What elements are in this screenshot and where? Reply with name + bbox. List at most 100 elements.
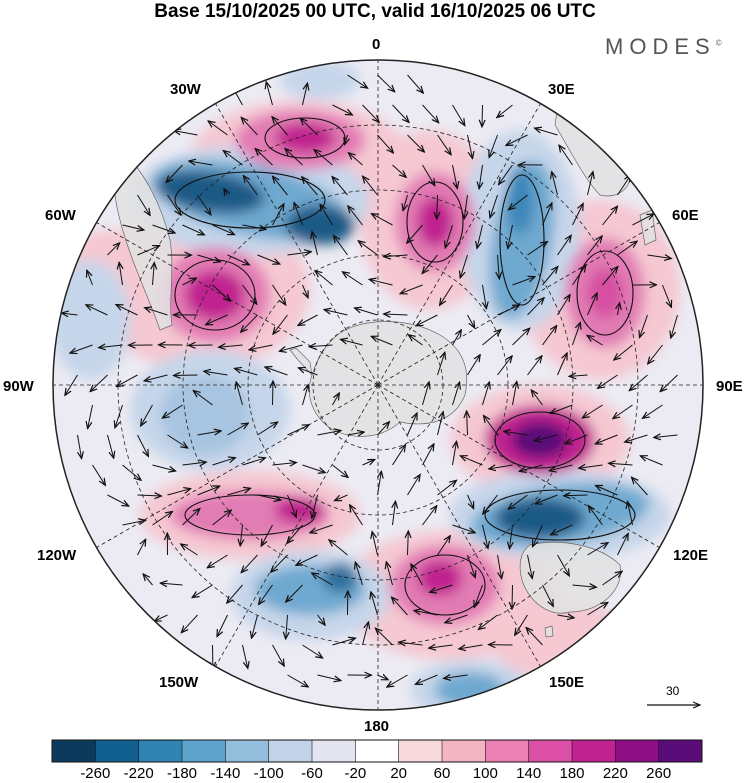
colorbar-swatch bbox=[442, 740, 486, 762]
wind-arrow bbox=[193, 391, 213, 406]
wind-arrow bbox=[166, 164, 183, 183]
wind-arrow bbox=[392, 445, 406, 466]
wind-arrow bbox=[407, 475, 421, 496]
meridian-label-60w: 60W bbox=[45, 207, 76, 224]
wind-arrow bbox=[640, 314, 648, 338]
colorbar-label: 260 bbox=[646, 765, 672, 782]
wind-arrow bbox=[181, 614, 198, 633]
wind-arrow bbox=[408, 531, 409, 556]
wind-arrow bbox=[334, 236, 348, 256]
colorbar-label: -100 bbox=[253, 765, 284, 782]
wind-arrow bbox=[287, 252, 312, 255]
wind-arrow bbox=[437, 194, 438, 219]
wind-arrow bbox=[467, 554, 476, 578]
anomaly-blob bbox=[155, 170, 265, 214]
wind-arrow bbox=[534, 434, 558, 441]
wind-arrow bbox=[362, 460, 375, 466]
wind-arrow bbox=[552, 172, 558, 196]
wind-arrow bbox=[416, 314, 438, 326]
wind-arrow bbox=[369, 279, 393, 286]
wind-arrow bbox=[588, 506, 603, 526]
wind-arrow bbox=[272, 644, 285, 666]
wind-arrow bbox=[375, 628, 393, 646]
wind-arrow bbox=[197, 431, 222, 435]
wind-arrow bbox=[153, 263, 155, 286]
wind-arrow bbox=[632, 477, 648, 496]
wind-arrow bbox=[315, 271, 333, 286]
wind-arrow bbox=[145, 308, 168, 316]
wind-arrow bbox=[122, 464, 142, 480]
wind-arrow bbox=[182, 509, 200, 526]
colorbar-swatch bbox=[182, 740, 226, 762]
wind-arrow bbox=[569, 375, 588, 376]
wind-arrow bbox=[174, 375, 198, 376]
wind-arrow bbox=[257, 254, 280, 264]
wind-arrow bbox=[348, 153, 363, 166]
wind-arrow bbox=[355, 308, 378, 316]
wind-arrow bbox=[482, 524, 489, 548]
wind-arrow bbox=[508, 224, 513, 249]
wind-arrow bbox=[287, 425, 310, 436]
wind-arrow bbox=[531, 390, 543, 406]
contour-line bbox=[576, 250, 634, 336]
wind-arrow bbox=[464, 194, 467, 219]
wind-arrow bbox=[482, 330, 501, 346]
wind-arrow bbox=[557, 615, 575, 618]
wind-arrow bbox=[378, 471, 382, 496]
wind-arrow bbox=[137, 246, 160, 256]
wind-arrow bbox=[137, 434, 149, 456]
colorbar-swatch bbox=[615, 740, 659, 762]
colorbar-label: 60 bbox=[433, 765, 451, 782]
wind-arrow bbox=[399, 642, 423, 645]
colorbar bbox=[51, 739, 703, 763]
wind-arrow bbox=[515, 614, 528, 635]
wind-arrow bbox=[467, 355, 481, 376]
wind-arrow bbox=[242, 644, 248, 668]
wind-arrow bbox=[317, 614, 326, 625]
meridian-label-150w: 150W bbox=[159, 674, 199, 691]
graticule bbox=[53, 60, 703, 710]
wind-arrow bbox=[107, 243, 120, 256]
wind-arrow bbox=[345, 134, 348, 145]
colorbar-label: 20 bbox=[390, 765, 407, 782]
wind-arrow bbox=[309, 345, 333, 347]
wind-arrow bbox=[403, 194, 408, 211]
wind-arrow bbox=[242, 458, 266, 466]
wind-arrow bbox=[122, 224, 144, 230]
wind-arrow bbox=[224, 189, 228, 195]
wind-arrow bbox=[122, 520, 146, 526]
meridian-label-30e: 30E bbox=[548, 81, 575, 98]
colorbar-swatch bbox=[528, 740, 573, 762]
wind-arrow bbox=[384, 314, 408, 315]
contour-line bbox=[174, 171, 326, 229]
wind-arrow bbox=[377, 74, 395, 92]
copyright-mark: © bbox=[715, 38, 722, 48]
wind-arrow bbox=[335, 494, 348, 501]
wind-arrow bbox=[497, 104, 513, 118]
wind-arrow bbox=[302, 464, 326, 473]
meridian-label-120e: 120E bbox=[673, 547, 709, 564]
wind-arrow bbox=[192, 584, 213, 598]
anomaly-blob bbox=[185, 270, 245, 320]
wind-arrow bbox=[384, 255, 408, 257]
wind-arrow bbox=[602, 206, 618, 226]
land-masses bbox=[113, 89, 669, 641]
wind-arrow bbox=[387, 674, 408, 687]
wind-arrow bbox=[628, 502, 633, 526]
wind-arrow bbox=[497, 356, 513, 376]
wind-arrow bbox=[587, 172, 594, 196]
wind-arrow bbox=[452, 330, 462, 346]
wind-arrow bbox=[542, 584, 554, 606]
wind-arrow bbox=[87, 270, 93, 286]
wind-arrow bbox=[587, 335, 603, 346]
wind-arrow bbox=[348, 206, 363, 226]
wind-arrow bbox=[551, 524, 573, 535]
wind-arrow bbox=[302, 83, 308, 106]
wind-arrow bbox=[542, 203, 552, 226]
wind-arrow bbox=[219, 345, 243, 347]
wind-arrow bbox=[350, 505, 363, 526]
wind-arrow bbox=[261, 524, 273, 546]
wind-arrow bbox=[422, 382, 430, 406]
wind-arrow bbox=[119, 262, 122, 286]
wind-arrow bbox=[358, 241, 378, 256]
